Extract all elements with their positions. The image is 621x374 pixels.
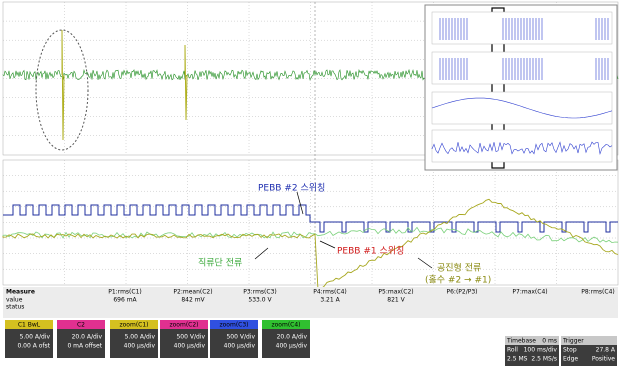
annotation: PEBB #2 스위칭 bbox=[258, 183, 325, 194]
annotation: 공진형 전류 bbox=[437, 263, 481, 274]
channel-name: C1 BwL bbox=[18, 322, 41, 329]
channel-setting: 5.00 A/div bbox=[125, 334, 156, 341]
channel-setting: 20.0 A/div bbox=[277, 334, 308, 341]
measure-label: P6:(P2/P3) bbox=[446, 289, 477, 296]
channel-setting: 500 V/div bbox=[176, 334, 205, 341]
channel-setting: 400 μs/div bbox=[276, 343, 308, 350]
channel-setting: 0 mA offset bbox=[67, 343, 102, 350]
page: {"annotations": [ {"text": "PEBB #2 스위칭"… bbox=[0, 0, 621, 370]
measure-value: 696 mA bbox=[113, 297, 137, 304]
channel-setting: 0.00 A ofst bbox=[17, 343, 50, 350]
measure-label: P2:mean(C2) bbox=[173, 289, 212, 296]
timebase-value: 0 ms bbox=[542, 338, 557, 345]
measure-label: P7:max(C4) bbox=[512, 289, 547, 296]
channel-name: zoom(C1) bbox=[119, 322, 148, 329]
trigger-label: Stop bbox=[563, 347, 577, 354]
trigger-label: Edge bbox=[563, 356, 578, 363]
timebase-label: 2.5 MS bbox=[507, 356, 528, 363]
measure-value: 821 V bbox=[387, 297, 405, 304]
measure-label: P8:rms(C4) bbox=[581, 289, 614, 296]
inset-plot bbox=[432, 92, 612, 124]
timebase-value: 2.5 MS/s bbox=[531, 356, 557, 363]
measure-row-label: status bbox=[6, 304, 24, 311]
timebase-label: Roll bbox=[507, 347, 518, 354]
measure-value: 3.21 A bbox=[320, 297, 340, 304]
channel-setting: 500 V/div bbox=[226, 334, 255, 341]
measure-label: P3:rms(C3) bbox=[243, 289, 276, 296]
channel-setting: 400 μs/div bbox=[124, 343, 156, 350]
channel-name: C2 bbox=[77, 322, 85, 329]
channel-setting: 5.00 A/div bbox=[20, 334, 51, 341]
measure-value: 533.0 V bbox=[248, 297, 272, 304]
channel-setting: 400 μs/div bbox=[224, 343, 256, 350]
channel-name: zoom(C4) bbox=[271, 322, 300, 329]
measure-label: P1:rms(C1) bbox=[108, 289, 141, 296]
annotation: PEBB #1 스위칭 bbox=[337, 246, 404, 257]
measure-row-label: value bbox=[6, 297, 23, 304]
measure-label: P4:rms(C4) bbox=[313, 289, 346, 296]
inset-plot bbox=[432, 52, 612, 84]
channel-name: zoom(C3) bbox=[219, 322, 248, 329]
measure-value: 842 mV bbox=[181, 297, 205, 304]
measure-title: Measure bbox=[6, 289, 35, 296]
trigger-label: Trigger bbox=[562, 338, 584, 345]
annotation: (홀수 #2 → #1) bbox=[425, 274, 491, 286]
annotation: 직류단 전류 bbox=[198, 258, 242, 269]
measure-label: P5:max(C2) bbox=[378, 289, 413, 296]
trigger-value: Positive bbox=[592, 356, 615, 363]
timebase-label: Timebase bbox=[506, 338, 536, 345]
channel-name: zoom(C2) bbox=[169, 322, 198, 329]
inset-plot bbox=[432, 12, 612, 44]
trigger-value: 27.8 A bbox=[596, 347, 616, 354]
channel-setting: 20.0 A/div bbox=[72, 334, 103, 341]
channel-setting: 400 μs/div bbox=[174, 343, 206, 350]
inset-window bbox=[425, 5, 617, 170]
timebase-value: 100 ms/div bbox=[524, 347, 558, 354]
scope-screen: PEBB #2 스위칭 PEBB #1 스위칭직류단 전류 공진형 전류(홀수 #2… bbox=[0, 0, 621, 370]
